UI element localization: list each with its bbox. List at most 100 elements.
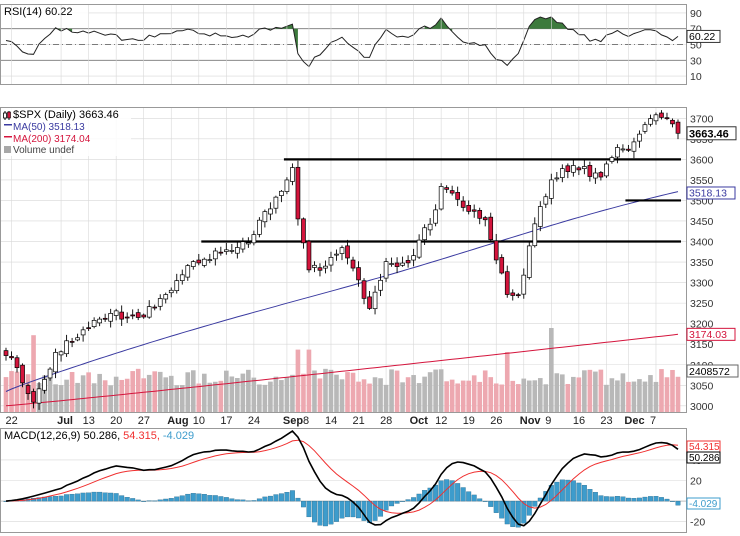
candle-body — [9, 356, 14, 359]
macd-histogram-bar — [284, 492, 290, 502]
macd-histogram-bar — [157, 499, 163, 502]
rsi-axis: 90 70 50 30 10 — [690, 8, 702, 83]
date-tick-label: 10 — [193, 415, 205, 427]
price-tick-label: 3550 — [690, 175, 714, 187]
volume-bar — [306, 349, 312, 412]
volume-bar — [218, 380, 224, 412]
candle-body — [460, 200, 466, 208]
macd-tick-label: -20 — [690, 517, 705, 529]
volume-bar — [367, 383, 372, 412]
last-price-tag: 3663.46 — [686, 126, 737, 141]
macd-histogram-bar — [499, 500, 505, 519]
volume-bar — [433, 369, 438, 412]
macd-histogram-bar — [229, 498, 235, 502]
macd-histogram-bar — [493, 500, 499, 513]
macd-histogram-bar — [185, 493, 191, 502]
volume-bar — [290, 374, 295, 412]
price-label: $SPX (Daily) 3663.46 — [13, 109, 119, 121]
macd-histogram-bar — [526, 500, 532, 516]
rsi-value-label: 60.22 — [689, 31, 715, 43]
volume-bar — [598, 369, 604, 412]
rsi-value-tag: 60.22 — [686, 29, 721, 43]
date-tick-label: 26 — [490, 415, 502, 427]
volume-bar — [323, 368, 328, 412]
macd-histogram-bar — [631, 498, 637, 502]
macd-histogram-bar — [58, 495, 64, 502]
macd-histogram-bar — [609, 496, 615, 502]
volume-bar — [58, 385, 64, 412]
candle-body — [102, 317, 108, 320]
macd-histogram-bar — [146, 500, 152, 502]
candle-body — [416, 239, 422, 258]
rsi-label: RSI(14) 60.22 — [4, 6, 72, 18]
macd-histogram-bar — [455, 483, 461, 502]
candle-body — [97, 318, 102, 324]
volume-bar — [543, 384, 549, 412]
volume-bar — [521, 378, 527, 412]
candle-body — [207, 259, 213, 261]
candle-body — [659, 112, 664, 118]
candle-body — [108, 313, 113, 322]
macd-panel: MACD(12,26,9) 50.286,54.315,-4.029 40200… — [0, 428, 721, 533]
macd-signal-value-label: 54.315 — [689, 442, 720, 453]
candle-body — [42, 379, 47, 391]
macd-histogram-bar — [570, 480, 576, 502]
date-tick-label: 22 — [6, 415, 18, 427]
ma200-label: MA(200) 3174.04 — [13, 134, 91, 145]
macd-histogram-bar — [207, 495, 213, 502]
rsi-tick-label: 50 — [690, 40, 702, 52]
macd-label-signal: 54.315, — [123, 430, 160, 442]
date-tick-label: 8 — [303, 415, 309, 427]
candle-body — [631, 141, 637, 152]
ma50-label: MA(50) 3518.13 — [13, 122, 85, 133]
macd-tick-label: 20 — [690, 476, 702, 488]
price-tick-label: 3000 — [690, 401, 714, 413]
macd-histogram-bar — [482, 500, 488, 502]
volume-bar — [400, 382, 405, 412]
macd-histogram-bar — [69, 493, 75, 502]
ma50-legend-swatch — [4, 124, 12, 126]
volume-bar — [146, 374, 152, 412]
volume-bar — [411, 375, 416, 412]
candle-body — [648, 118, 653, 125]
macd-histogram-bar — [47, 496, 53, 502]
candle-body — [493, 240, 499, 261]
candle-body — [405, 260, 411, 264]
candle-body — [190, 261, 196, 267]
macd-histogram-bar — [135, 499, 141, 502]
macd-histogram-bar — [295, 497, 301, 502]
candle-body — [36, 388, 42, 404]
volume-bar — [659, 369, 664, 412]
volume-bar — [235, 378, 240, 412]
volume-bar — [113, 376, 119, 412]
candle-body — [576, 167, 582, 171]
volume-bar — [328, 369, 334, 412]
macd-histogram-bar — [240, 499, 246, 502]
candle-body — [80, 329, 86, 336]
date-tick-label: 9 — [545, 415, 551, 427]
macd-histogram-bar — [515, 500, 521, 528]
ma200-value-label: 3174.03 — [689, 329, 727, 341]
candle-body — [317, 267, 323, 271]
volume-bar — [251, 377, 257, 412]
macd-histogram-bar — [163, 498, 169, 502]
volume-bar — [438, 369, 444, 412]
volume-bar — [196, 383, 202, 412]
volume-bar — [510, 380, 516, 412]
volume-bar — [301, 373, 306, 412]
volume-bar — [334, 374, 339, 412]
macd-histogram-bar — [400, 500, 406, 502]
candle-body — [571, 165, 576, 173]
candle-body — [306, 240, 312, 271]
candle-body — [174, 280, 180, 292]
candle-body — [471, 209, 477, 212]
macd-histogram-bar — [278, 493, 284, 502]
volume-bar — [207, 382, 213, 412]
candle-body — [543, 196, 549, 205]
date-tick-label: 23 — [600, 415, 612, 427]
macd-histogram-bar — [345, 500, 350, 518]
volume-bar — [86, 372, 91, 412]
macd-histogram-bar — [411, 497, 417, 502]
volume-bar — [108, 385, 113, 412]
volume-bar — [648, 375, 653, 412]
